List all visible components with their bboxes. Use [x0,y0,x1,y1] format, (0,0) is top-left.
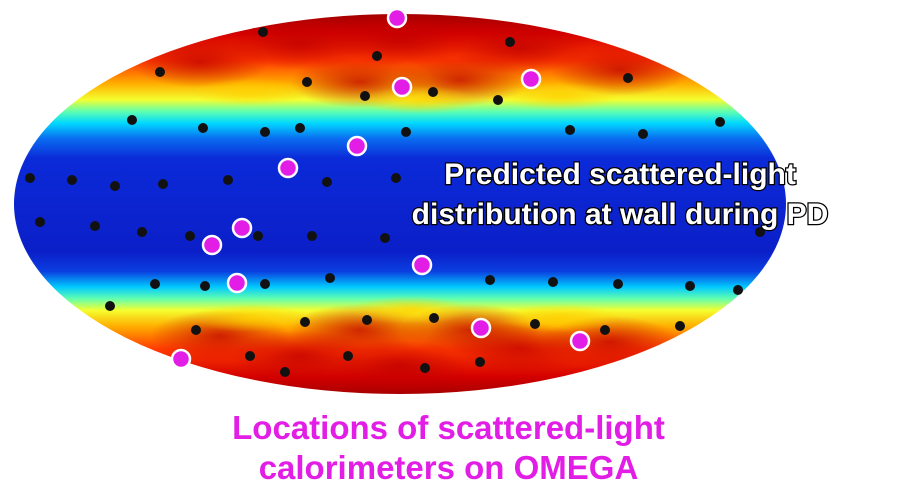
calorimeter-marker [346,135,368,157]
calorimeter-marker [391,76,413,98]
port-dot [280,367,290,377]
port-dot [638,129,648,139]
port-dot [253,231,263,241]
warm-region [500,304,620,332]
port-dot [429,313,439,323]
port-dot [185,231,195,241]
port-dot [137,227,147,237]
port-dot [198,123,208,133]
port-dot [420,363,430,373]
port-dot [260,279,270,289]
port-dot [548,277,558,287]
map-title-line1: Predicted scattered-light [444,158,796,191]
port-dot [302,77,312,87]
hot-region [330,14,470,66]
port-dot [155,67,165,77]
port-dot [565,125,575,135]
port-dot [127,115,137,125]
port-dot [245,351,255,361]
port-dot [391,173,401,183]
port-dot [613,279,623,289]
port-dot [300,317,310,327]
calorimeter-marker [470,317,492,339]
map-title: Predicted scattered-light distribution a… [410,157,829,233]
warm-region [190,78,310,106]
port-dot [380,233,390,243]
calorimeter-marker [569,330,591,352]
port-dot [475,357,485,367]
caption-line1: Locations of scattered-light [232,409,665,446]
calorimeter-marker [170,348,192,370]
port-dot [715,117,725,127]
port-dot [325,273,335,283]
caption-line2: calorimeters on OMEGA [258,449,639,486]
port-dot [675,321,685,331]
port-dot [25,173,35,183]
warm-region [360,86,480,114]
calorimeter-marker [226,272,248,294]
port-dot [362,315,372,325]
port-dot [493,95,503,105]
port-dot [90,221,100,231]
port-dot [428,87,438,97]
port-dot [600,325,610,335]
calorimeter-markers [170,7,591,370]
port-dot [307,231,317,241]
port-dot [485,275,495,285]
calorimeter-marker [201,234,223,256]
port-dot [110,181,120,191]
port-dot [67,175,77,185]
calorimeter-marker [277,157,299,179]
port-dot [322,177,332,187]
port-dot [733,285,743,295]
port-dot [258,27,268,37]
port-dot [343,351,353,361]
port-dot [623,73,633,83]
port-dot [505,37,515,47]
port-dot [685,281,695,291]
warm-region [190,304,310,332]
port-dot [295,123,305,133]
calorimeter-marker [231,217,253,239]
calorimeter-marker [520,68,542,90]
port-dot [223,175,233,185]
figure-caption: Locations of scattered-light calorimeter… [0,408,897,488]
port-dot [530,319,540,329]
port-dot [401,127,411,137]
port-dot [360,91,370,101]
port-dot [200,281,210,291]
port-dot [191,325,201,335]
warm-region [350,296,470,324]
port-dot [158,179,168,189]
port-dot [372,51,382,61]
port-dot [260,127,270,137]
port-dot [755,227,765,237]
map-title-line2: distribution at wall during PD [412,198,829,231]
port-dot [105,301,115,311]
port-dot [150,279,160,289]
port-dot [35,217,45,227]
calorimeter-marker [386,7,408,29]
calorimeter-marker [411,254,433,276]
port-dot [747,171,757,181]
omega-ports [25,27,765,377]
warm-region [500,82,620,110]
